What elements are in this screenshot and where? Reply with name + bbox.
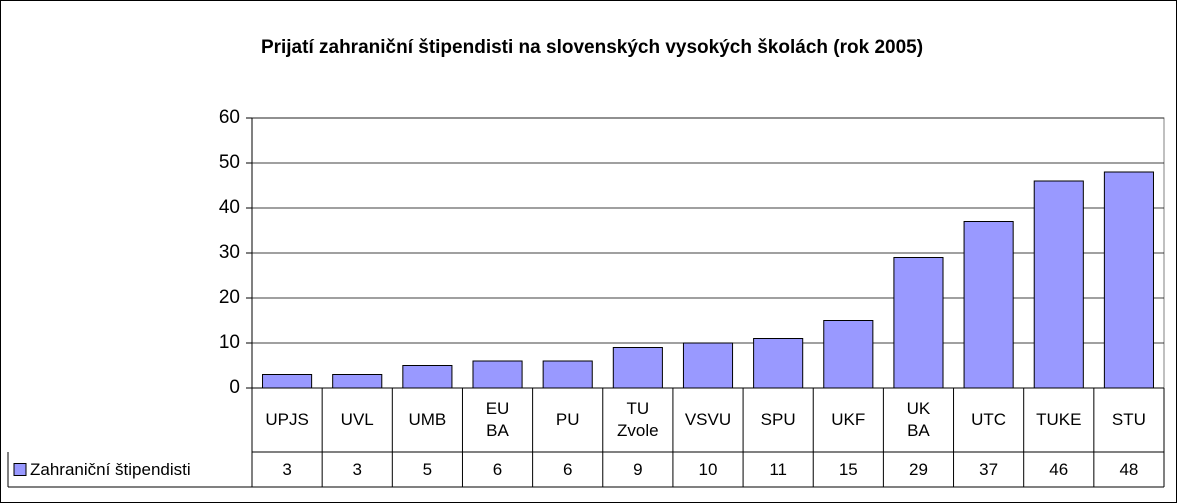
chart-title: Prijatí zahraniční štipendisti na sloven…	[261, 37, 923, 58]
bar	[612, 347, 663, 389]
data-table-value: 46	[1049, 460, 1068, 479]
y-tick-label: 40	[219, 197, 240, 218]
y-tick-label: 50	[219, 152, 240, 173]
data-table-value: 37	[979, 460, 998, 479]
data-table-value: 5	[423, 460, 432, 479]
y-tick-label: 60	[219, 107, 240, 128]
x-tick-label: UTC	[971, 410, 1007, 429]
data-table-value: 15	[839, 460, 858, 479]
x-tick-label: UK BA	[906, 399, 931, 440]
data-table-value: 48	[1119, 460, 1138, 479]
y-tick-label: 0	[229, 377, 240, 398]
legend-swatch	[13, 463, 27, 476]
bar	[753, 338, 804, 389]
bar	[472, 360, 523, 389]
x-tick-label: TU Zvole	[617, 399, 659, 440]
x-tick-label: UMB	[408, 410, 447, 429]
data-table-value: 10	[699, 460, 718, 479]
x-tick-label: VSVU	[684, 410, 732, 429]
y-tick-label: 10	[219, 332, 240, 353]
legend-label: Zahraniční štipendisti	[30, 460, 191, 479]
bar	[823, 320, 874, 389]
data-table-value: 3	[282, 460, 291, 479]
y-tick-label: 30	[219, 242, 240, 263]
bar	[332, 374, 383, 389]
bar	[262, 374, 313, 389]
bar	[1103, 171, 1154, 389]
y-tick-label: 20	[219, 287, 240, 308]
x-tick-label: STU	[1111, 410, 1146, 429]
bar	[893, 257, 944, 389]
bar	[1033, 180, 1084, 389]
x-tick-label: UKF	[831, 410, 866, 429]
x-tick-label: EU BA	[485, 399, 510, 440]
data-table-value: 29	[909, 460, 928, 479]
data-table-value: 3	[352, 460, 361, 479]
data-table-value: 11	[769, 460, 787, 479]
x-tick-label: TUKE	[1036, 410, 1082, 429]
data-table-value: 6	[563, 460, 572, 479]
bar	[963, 221, 1014, 389]
data-table-value: 6	[493, 460, 502, 479]
bar	[682, 342, 734, 389]
x-tick-label: UVL	[340, 410, 374, 429]
x-tick-label: UPJS	[265, 410, 309, 429]
bar	[542, 360, 593, 389]
x-tick-label: PU	[555, 410, 580, 429]
data-table-value: 9	[633, 460, 642, 479]
x-tick-label: SPU	[760, 410, 796, 429]
bar	[402, 365, 453, 389]
